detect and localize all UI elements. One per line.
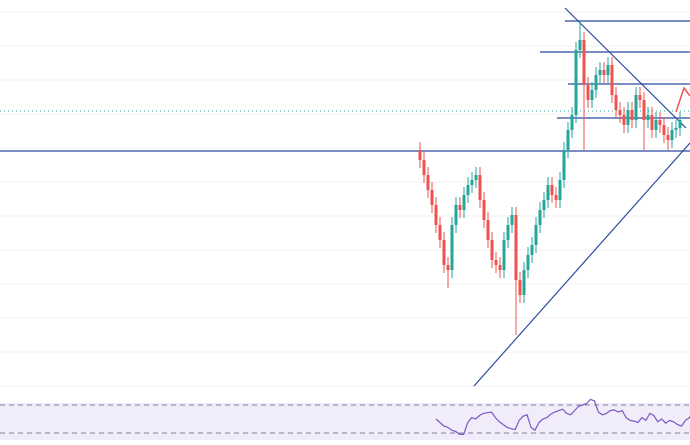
candle-body	[530, 245, 534, 255]
candle-body	[542, 200, 546, 210]
candle-body	[674, 128, 678, 130]
candle-body	[658, 120, 662, 125]
candle-body	[678, 120, 682, 128]
candle-body	[446, 265, 450, 270]
candle-body	[462, 195, 466, 210]
candle-body	[422, 160, 426, 175]
candle-body	[630, 110, 634, 120]
candle-body	[546, 185, 550, 200]
candle-body	[606, 65, 610, 75]
projection	[675, 86, 690, 113]
candle-body	[582, 40, 586, 85]
candle-body	[502, 240, 506, 270]
candle-body	[634, 95, 638, 120]
candle-body	[594, 75, 598, 90]
trend-line	[564, 7, 687, 129]
candle-body	[558, 180, 562, 200]
candle-body	[522, 270, 526, 295]
candle-body	[590, 90, 594, 100]
candle-body	[470, 180, 474, 185]
candle-body	[646, 115, 650, 120]
candle-body	[622, 115, 626, 125]
candle-body	[610, 65, 614, 95]
candle-body	[458, 205, 462, 210]
rsi-pane	[0, 403, 690, 440]
candle-body	[526, 255, 530, 270]
candle-body	[586, 85, 590, 100]
candle-body	[486, 220, 490, 240]
candle-body	[510, 215, 514, 225]
candle-body	[514, 215, 518, 280]
candle-body	[562, 150, 566, 180]
candle-body	[670, 130, 674, 140]
candle-body	[430, 190, 434, 205]
candle-body	[578, 40, 582, 50]
trend-line	[473, 142, 690, 387]
candle-body	[538, 210, 542, 225]
candle-body	[474, 175, 478, 180]
candle-body	[426, 175, 430, 190]
candle-body	[642, 100, 646, 120]
candle-body	[638, 95, 642, 100]
candle-body	[554, 195, 558, 200]
candle-body	[614, 95, 618, 110]
candle-body	[506, 225, 510, 240]
candle-body	[570, 115, 574, 130]
rsi-line	[435, 398, 690, 435]
candle-body	[454, 205, 458, 225]
candle-body	[438, 225, 442, 240]
candle-body	[466, 185, 470, 195]
candle-body	[654, 120, 658, 130]
candle-body	[442, 240, 446, 265]
candle-body	[498, 265, 502, 270]
candle-body	[534, 225, 538, 245]
candle-body	[662, 125, 666, 135]
candle-body	[482, 200, 486, 220]
candle-body	[598, 70, 602, 75]
candle-body	[666, 135, 670, 140]
drawings	[0, 7, 690, 387]
candle-body	[450, 225, 454, 270]
candle-body	[518, 280, 522, 295]
candle-body	[478, 175, 482, 200]
candle-body	[434, 205, 438, 225]
candle-body	[626, 110, 630, 125]
candle-body	[494, 260, 498, 265]
candle-body	[566, 130, 570, 150]
candle-body	[618, 110, 622, 115]
candle-body	[550, 185, 554, 195]
candle-body	[418, 150, 422, 160]
candle-body	[490, 240, 494, 260]
candle-body	[602, 70, 606, 75]
candle-body	[574, 50, 578, 115]
candle-body	[650, 115, 654, 130]
